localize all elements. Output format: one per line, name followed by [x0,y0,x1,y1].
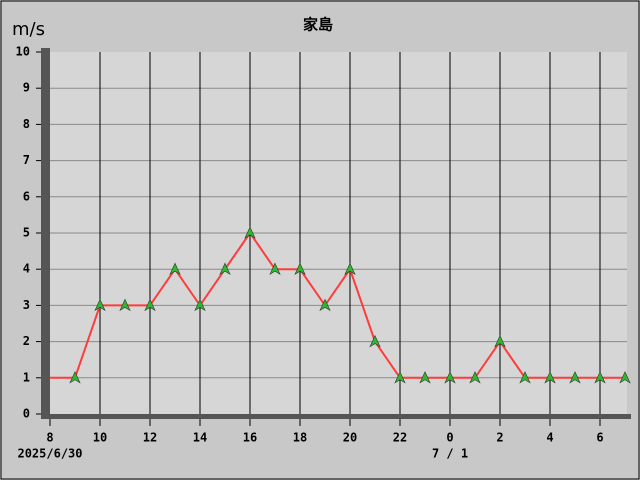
wind-marker [569,371,581,384]
y-tick-label: 7 [23,153,30,167]
wind-marker [119,298,131,312]
wind-marker [344,262,356,275]
y-tick-label: 0 [23,407,30,421]
y-tick-label: 10 [16,45,30,59]
wind-marker [294,262,306,275]
wind-marker [619,371,631,384]
y-tick-label: 1 [23,370,30,384]
x-tick-label: 16 [243,431,257,445]
wind-marker [594,371,606,384]
x-tick-label: 4 [546,431,553,445]
bottom-border [41,414,631,419]
x-tick-label: 20 [343,431,357,445]
series-line [50,231,625,379]
wind-marker [94,298,106,312]
wind-marker [194,298,206,312]
wind-marker [494,334,506,348]
x-tick-label: 14 [193,431,207,445]
x-tick-label: 12 [143,431,157,445]
wind-marker [519,371,531,384]
y-tick-label: 9 [23,81,30,95]
y-tick-label: 2 [23,334,30,348]
y-tick-label: 6 [23,189,30,203]
wind-marker [444,371,456,384]
chart-title: 家島 [303,16,333,34]
wind-marker [544,371,556,384]
wind-marker [69,371,81,384]
wind-marker [419,371,431,384]
wind-marker [394,371,406,384]
left-border [41,48,50,418]
y-tick-label: 8 [23,117,30,131]
y-tick-label: 5 [23,226,30,240]
date-label: 2025/6/30 [17,447,82,461]
y-tick-label: 3 [23,298,30,312]
x-tick-label: 2 [496,431,503,445]
x-tick-label: 8 [46,431,53,445]
x-tick-label: 18 [293,431,307,445]
y-tick-label: 4 [23,262,30,276]
wind-marker [244,226,256,239]
wind-marker [319,298,331,312]
wind-marker [169,262,181,275]
x-tick-label: 10 [93,431,107,445]
wind-marker [144,298,156,312]
x-tick-label: 22 [393,431,407,445]
date-label: 7 / 1 [432,447,468,461]
y-unit: m/s [12,19,45,40]
wind-marker [369,334,381,348]
wind-marker [469,371,481,384]
wind-marker [219,262,231,275]
wind-marker [269,262,281,275]
x-tick-label: 0 [446,431,453,445]
x-tick-label: 6 [596,431,603,445]
